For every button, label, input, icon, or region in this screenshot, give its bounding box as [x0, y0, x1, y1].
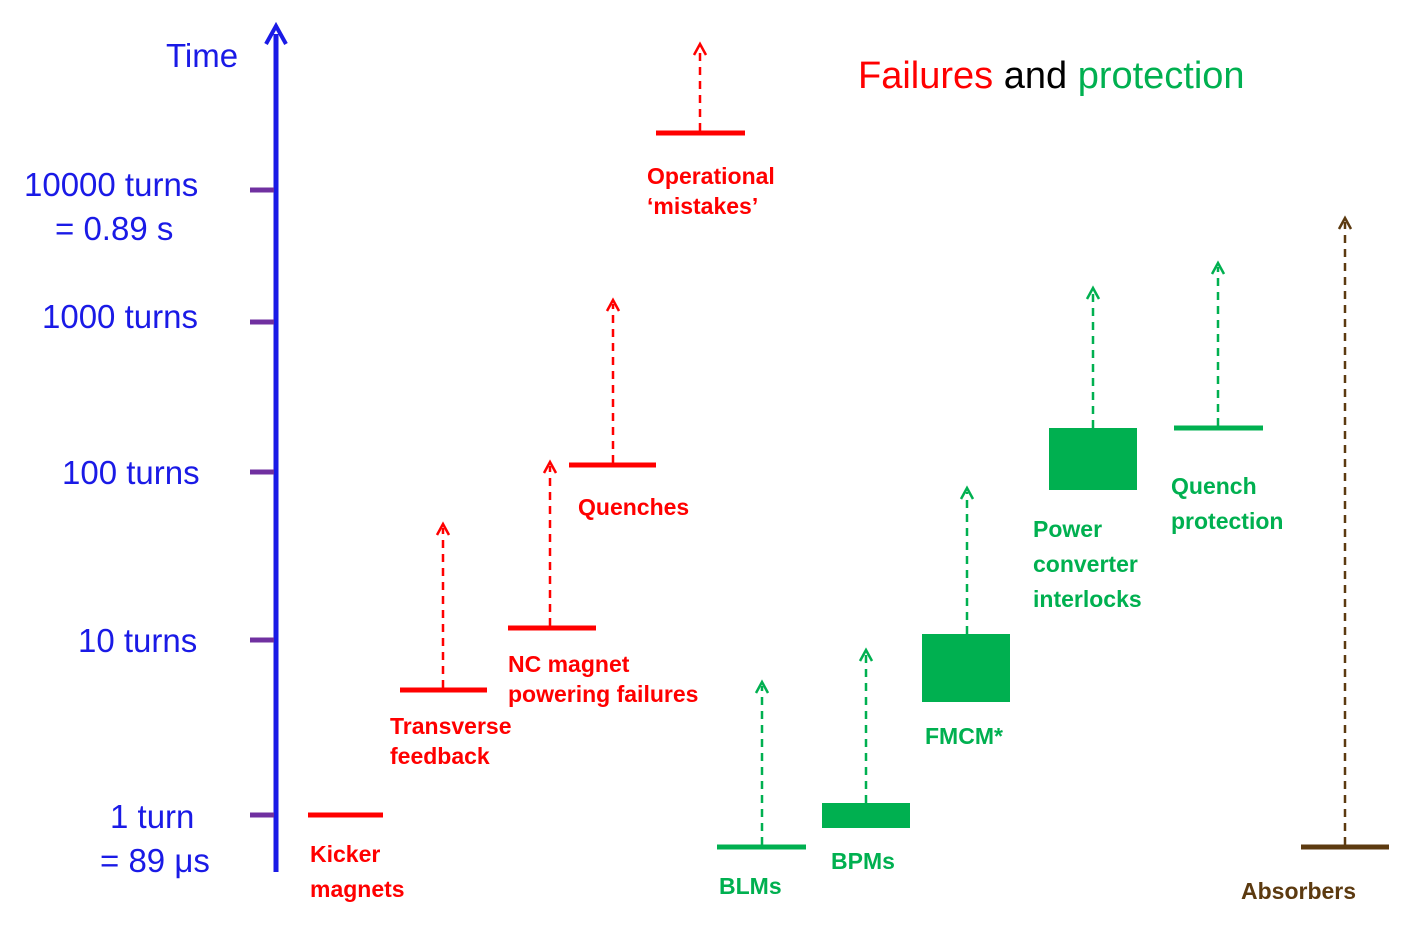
- item-failure: Operational ‘mistakes’: [647, 41, 775, 219]
- failure-label: Operational ‘mistakes’: [647, 163, 775, 219]
- protection-level-box: [1049, 428, 1137, 490]
- label-line: ‘mistakes’: [647, 193, 758, 219]
- diagram-items: Kicker magnets Transverse feedback NC magnet…: [308, 41, 1389, 904]
- axis-tick-label: 1 turn = 89 μs: [100, 798, 210, 879]
- axis-tick-label-line: 100 turns: [62, 454, 200, 491]
- item-protection: Power converter interlocks: [1033, 285, 1142, 612]
- axis-tick-label: 1000 turns: [42, 298, 198, 335]
- arrowhead-icon: [605, 297, 621, 312]
- failure-label: Transverse feedback: [390, 713, 511, 769]
- label-line: Power: [1033, 516, 1102, 542]
- label-line: Kicker: [310, 841, 380, 867]
- arrowhead-icon: [858, 647, 874, 662]
- item-protection: FMCM*: [922, 485, 1010, 749]
- title-and: and: [993, 55, 1078, 97]
- axis-tick-label: 10 turns: [78, 622, 197, 659]
- item-protection: BPMs: [822, 647, 910, 874]
- label-line: BPMs: [831, 848, 895, 874]
- axis-tick-label-line: 1 turn: [110, 798, 194, 835]
- item-failure: NC magnet powering failures: [508, 459, 698, 707]
- label-line: BLMs: [719, 873, 782, 899]
- axis-tick-label-line: = 89 μs: [100, 842, 210, 879]
- failure-label: Kicker magnets: [310, 841, 405, 902]
- axis-title: Time: [166, 37, 238, 74]
- title-failures: Failures: [858, 55, 993, 97]
- failure-label: NC magnet powering failures: [508, 651, 698, 707]
- passive-label: Absorbers: [1241, 878, 1356, 904]
- label-line: NC magnet: [508, 651, 630, 677]
- label-line: Operational: [647, 163, 775, 189]
- arrowhead-icon: [435, 521, 451, 536]
- axis-tick-label: 10000 turns = 0.89 s: [24, 166, 198, 247]
- item-protection: BLMs: [717, 679, 806, 899]
- label-line: converter: [1033, 551, 1138, 577]
- item-protection: Quench protection: [1171, 260, 1283, 534]
- axis-tick-label-line: = 0.89 s: [55, 210, 173, 247]
- axis-tick-label-line: 1000 turns: [42, 298, 198, 335]
- arrowhead-icon: [692, 41, 708, 56]
- label-line: powering failures: [508, 681, 698, 707]
- axis-ticks: 1 turn = 89 μs 10 turns 100 turns 1000 turns…: [24, 166, 274, 879]
- label-line: FMCM*: [925, 723, 1003, 749]
- axis-tick-label: 100 turns: [62, 454, 200, 491]
- failure-label: Quenches: [578, 494, 689, 520]
- protection-label: BLMs: [719, 873, 782, 899]
- protection-label: BPMs: [831, 848, 895, 874]
- label-line: Transverse: [390, 713, 511, 739]
- title-protection: protection: [1078, 55, 1245, 97]
- protection-label: Quench protection: [1171, 473, 1283, 534]
- label-line: protection: [1171, 508, 1283, 534]
- label-line: magnets: [310, 876, 405, 902]
- label-line: Quenches: [578, 494, 689, 520]
- label-line: Absorbers: [1241, 878, 1356, 904]
- protection-level-box: [922, 634, 1010, 702]
- protection-label: FMCM*: [925, 723, 1003, 749]
- arrowhead-icon: [542, 459, 558, 474]
- arrowhead-icon: [959, 485, 975, 500]
- item-failure: Transverse feedback: [390, 521, 511, 769]
- item-passive: Absorbers: [1241, 215, 1389, 904]
- label-line: interlocks: [1033, 586, 1142, 612]
- diagram-title: Failures and protection: [858, 55, 1245, 97]
- protection-level-box: [822, 803, 910, 828]
- axis-tick-label-line: 10 turns: [78, 622, 197, 659]
- label-line: feedback: [390, 743, 490, 769]
- arrowhead-icon: [754, 679, 770, 694]
- arrowhead-icon: [1085, 285, 1101, 300]
- arrowhead-icon: [1210, 260, 1226, 275]
- protection-label: Power converter interlocks: [1033, 516, 1142, 612]
- arrowhead-icon: [1337, 215, 1353, 230]
- item-failure: Quenches: [569, 297, 689, 520]
- axis-tick-label-line: 10000 turns: [24, 166, 198, 203]
- time-axis-arrowhead: [264, 21, 288, 45]
- label-line: Quench: [1171, 473, 1257, 499]
- item-failure: Kicker magnets: [308, 812, 405, 902]
